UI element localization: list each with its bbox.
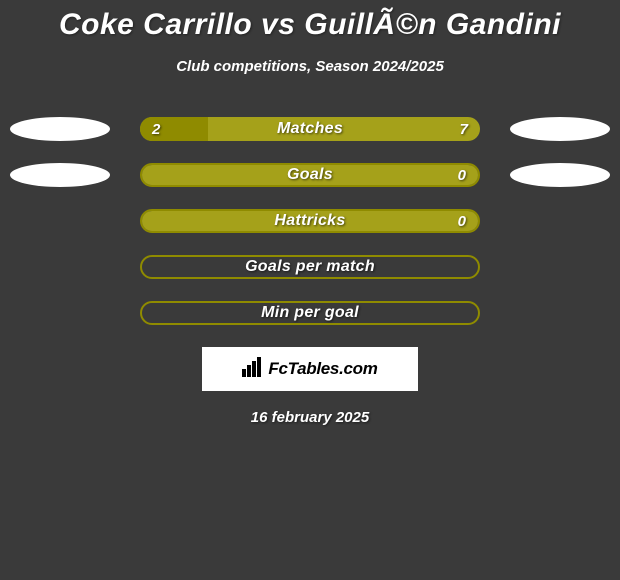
bars-icon (242, 357, 264, 382)
page-subtitle: Club competitions, Season 2024/2025 (0, 58, 620, 75)
stat-value-left: 2 (152, 117, 160, 141)
stat-rows: Matches27Goals0Hattricks0Goals per match… (0, 117, 620, 325)
stat-bar: Hattricks0 (140, 209, 480, 233)
stat-value-right: 0 (458, 211, 466, 231)
date-label: 16 february 2025 (0, 409, 620, 426)
brand-box: FcTables.com (202, 347, 418, 391)
stat-bar: Matches2 7 (140, 117, 480, 141)
page-title: Coke Carrillo vs GuillÃ©n Gandini (0, 0, 620, 42)
player-photo-left (10, 163, 110, 187)
stat-bar: Min per goal (140, 301, 480, 325)
stat-row: Hattricks0 (0, 209, 620, 233)
stat-row: Min per goal (0, 301, 620, 325)
stat-value-right: 0 (458, 165, 466, 185)
brand-text: FcTables.com (268, 359, 377, 379)
stat-bar: Goals per match (140, 255, 480, 279)
player-photo-right (510, 117, 610, 141)
stat-bar: Goals0 (140, 163, 480, 187)
stat-label: Goals per match (142, 257, 478, 277)
player-photo-right (510, 163, 610, 187)
stat-row: Goals per match (0, 255, 620, 279)
comparison-infographic: Coke Carrillo vs GuillÃ©n Gandini Club c… (0, 0, 620, 580)
player-photo-left (10, 117, 110, 141)
stat-label: Hattricks (142, 211, 478, 231)
stat-label: Goals (142, 165, 478, 185)
stat-label: Min per goal (142, 303, 478, 323)
stat-value-right: 7 (460, 117, 468, 141)
stat-row: Goals0 (0, 163, 620, 187)
stat-label: Matches (140, 117, 480, 141)
stat-row: Matches2 7 (0, 117, 620, 141)
